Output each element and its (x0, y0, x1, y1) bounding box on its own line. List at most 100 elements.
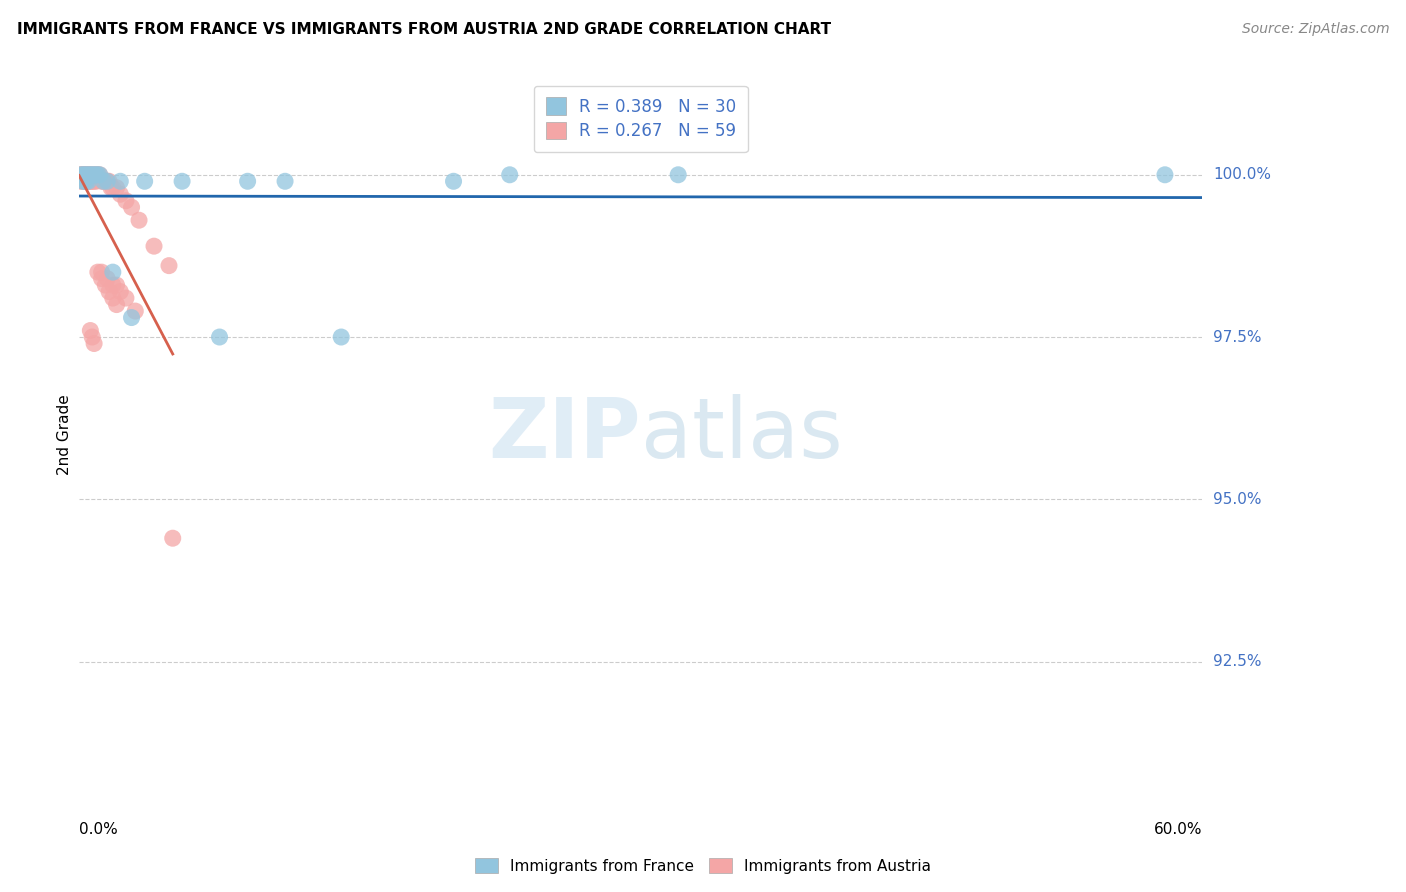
Text: 97.5%: 97.5% (1213, 329, 1263, 344)
Point (84, 168, 107, 182)
Legend: R = 0.389   N = 30, R = 0.267   N = 59: R = 0.389 N = 30, R = 0.267 N = 59 (534, 86, 748, 153)
Point (83, 336, 105, 351)
Point (143, 239, 166, 253)
Point (89, 168, 111, 182)
Point (101, 278, 124, 293)
Point (93, 174, 115, 188)
Point (90, 265, 112, 279)
Point (666, 168, 689, 182)
Point (76, 168, 98, 182)
Point (90, 174, 112, 188)
Point (330, 330, 353, 344)
Point (73, 168, 96, 182)
Point (76, 168, 98, 182)
Point (98, 174, 121, 188)
Point (101, 180, 124, 194)
Text: 92.5%: 92.5% (1213, 654, 1263, 669)
Point (157, 259, 180, 273)
Point (73, 174, 96, 188)
Text: atlas: atlas (641, 394, 842, 475)
Point (70, 168, 93, 182)
Text: 95.0%: 95.0% (1213, 491, 1263, 507)
Point (70, 168, 93, 182)
Point (105, 180, 128, 194)
Point (77, 168, 100, 182)
Point (70, 168, 93, 182)
Point (93, 174, 115, 188)
Point (1154, 168, 1177, 182)
Point (96, 174, 118, 188)
Point (236, 174, 259, 188)
Point (96, 271, 118, 285)
Point (121, 310, 143, 325)
Point (84, 168, 107, 182)
Text: ZIP: ZIP (488, 394, 641, 475)
Point (79, 174, 101, 188)
Point (73, 168, 96, 182)
Point (83, 168, 105, 182)
Point (72, 168, 94, 182)
Point (87, 265, 110, 279)
Point (72, 174, 94, 188)
Point (96, 174, 118, 188)
Point (124, 304, 146, 318)
Point (77, 174, 100, 188)
Point (94, 278, 117, 293)
Point (105, 297, 128, 311)
Point (82, 168, 104, 182)
Point (83, 168, 105, 182)
Point (83, 174, 105, 188)
Point (110, 174, 132, 188)
Point (87, 168, 110, 182)
Point (110, 187, 132, 202)
Point (89, 168, 111, 182)
Text: IMMIGRANTS FROM FRANCE VS IMMIGRANTS FROM AUSTRIA 2ND GRADE CORRELATION CHART: IMMIGRANTS FROM FRANCE VS IMMIGRANTS FRO… (17, 22, 831, 37)
Point (73, 168, 96, 182)
Point (76, 168, 98, 182)
Point (100, 180, 122, 194)
Point (72, 168, 94, 182)
Point (79, 174, 101, 188)
Text: 60.0%: 60.0% (1154, 822, 1202, 837)
Point (79, 324, 101, 338)
Point (76, 174, 98, 188)
Y-axis label: 2nd Grade: 2nd Grade (58, 394, 72, 475)
Point (77, 174, 100, 188)
Point (172, 174, 194, 188)
Point (76, 174, 98, 188)
Point (101, 291, 124, 305)
Point (73, 174, 96, 188)
Point (79, 168, 101, 182)
Point (443, 174, 465, 188)
Point (499, 168, 522, 182)
Point (115, 291, 138, 305)
Point (82, 174, 104, 188)
Point (87, 168, 110, 182)
Point (82, 330, 104, 344)
Point (76, 174, 98, 188)
Point (208, 330, 231, 344)
Point (84, 174, 107, 188)
Point (70, 174, 93, 188)
Text: 0.0%: 0.0% (79, 822, 118, 837)
Legend: Immigrants from France, Immigrants from Austria: Immigrants from France, Immigrants from … (468, 852, 938, 880)
Point (121, 200, 143, 214)
Point (79, 168, 101, 182)
Point (101, 265, 124, 279)
Point (73, 174, 96, 188)
Point (162, 531, 184, 545)
Point (72, 174, 94, 188)
Point (105, 278, 128, 293)
Point (98, 285, 121, 299)
Point (128, 213, 150, 227)
Point (115, 194, 138, 208)
Text: 100.0%: 100.0% (1213, 168, 1271, 182)
Point (274, 174, 297, 188)
Point (134, 174, 156, 188)
Point (82, 168, 104, 182)
Point (90, 271, 112, 285)
Point (94, 174, 117, 188)
Point (110, 285, 132, 299)
Point (77, 168, 100, 182)
Point (72, 168, 94, 182)
